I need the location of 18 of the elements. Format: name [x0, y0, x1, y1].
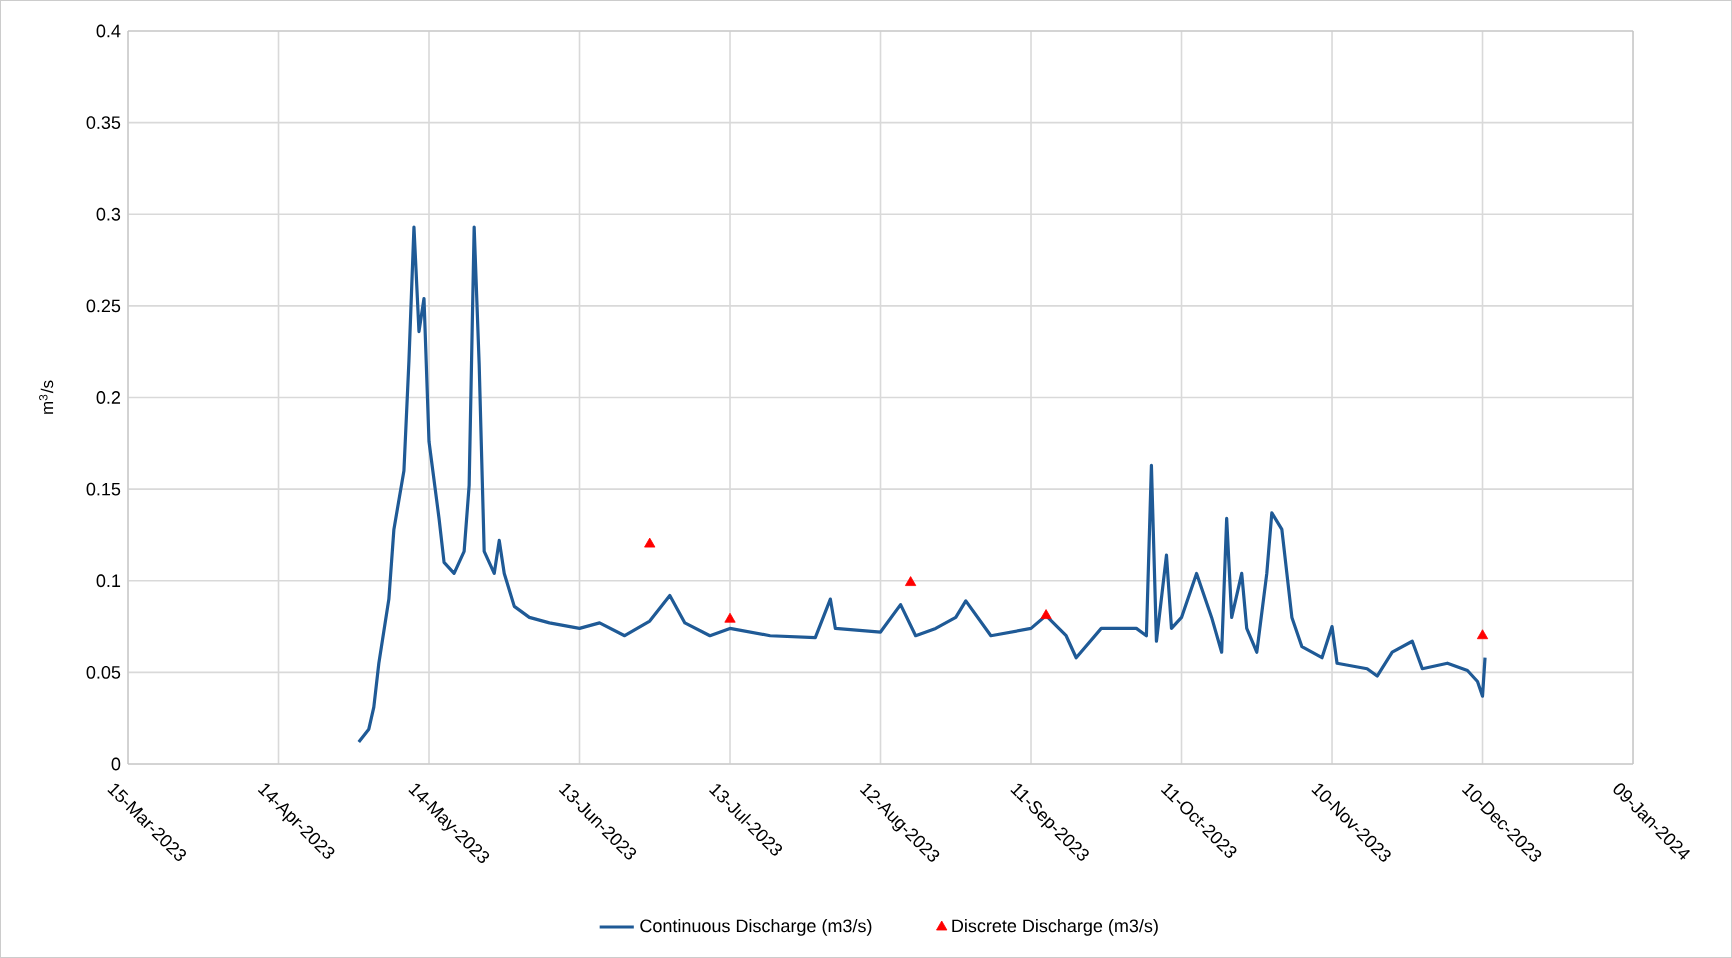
point: [644, 537, 656, 548]
y-tick-label: 0.4: [96, 24, 121, 38]
y-tick-label: 0.25: [86, 299, 121, 313]
y-tick-label: 0.1: [96, 574, 121, 588]
point: [1476, 629, 1489, 640]
legend-label: Continuous Discharge (m3/s): [640, 918, 872, 936]
point: [1040, 609, 1052, 619]
point: [905, 576, 917, 586]
y-axis-title: m$^{3}$/s: [39, 380, 54, 414]
y-tick-label: 0.05: [86, 665, 121, 679]
y-tick-label: 0.15: [86, 482, 121, 496]
y-tick-label: 0.35: [86, 116, 121, 130]
y-tick-label: 0: [111, 757, 121, 771]
line-series: [357, 225, 1487, 744]
y-tick-label: 0.3: [96, 207, 121, 221]
y-tick-label: 0.2: [96, 391, 121, 404]
legend-label: Discrete Discharge (m3/s): [952, 918, 1158, 936]
point: [724, 612, 736, 623]
